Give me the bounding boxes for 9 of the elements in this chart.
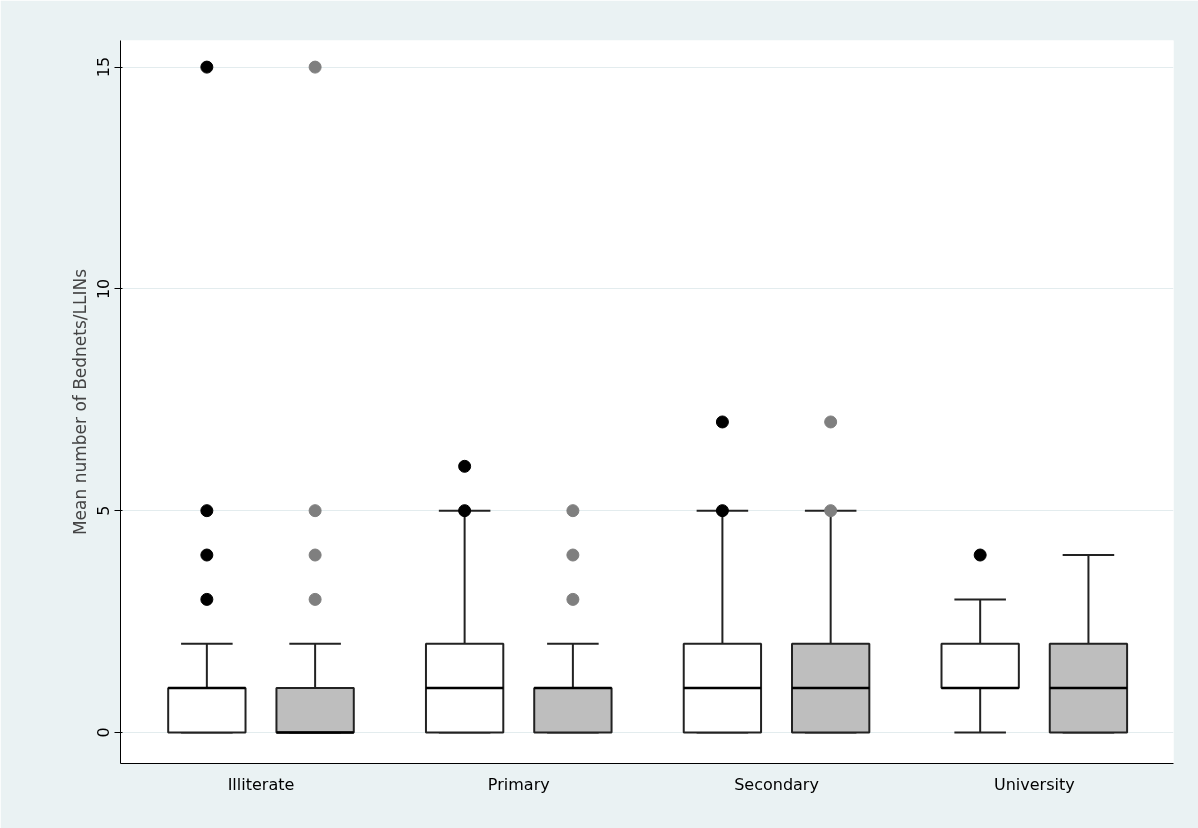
x-tick-label: Illiterate: [227, 774, 295, 794]
y-tick-label: 10: [94, 278, 114, 300]
x-tick-label: Primary: [487, 774, 550, 794]
y-tick-label: 5: [94, 505, 114, 516]
y-tick-label: 15: [94, 56, 114, 78]
x-tick-label: Secondary: [734, 774, 819, 794]
x-tick-label: University: [993, 774, 1075, 794]
y-axis-title: Mean number of Bednets/LLINs: [69, 268, 90, 536]
y-tick-label: 0: [94, 727, 114, 738]
